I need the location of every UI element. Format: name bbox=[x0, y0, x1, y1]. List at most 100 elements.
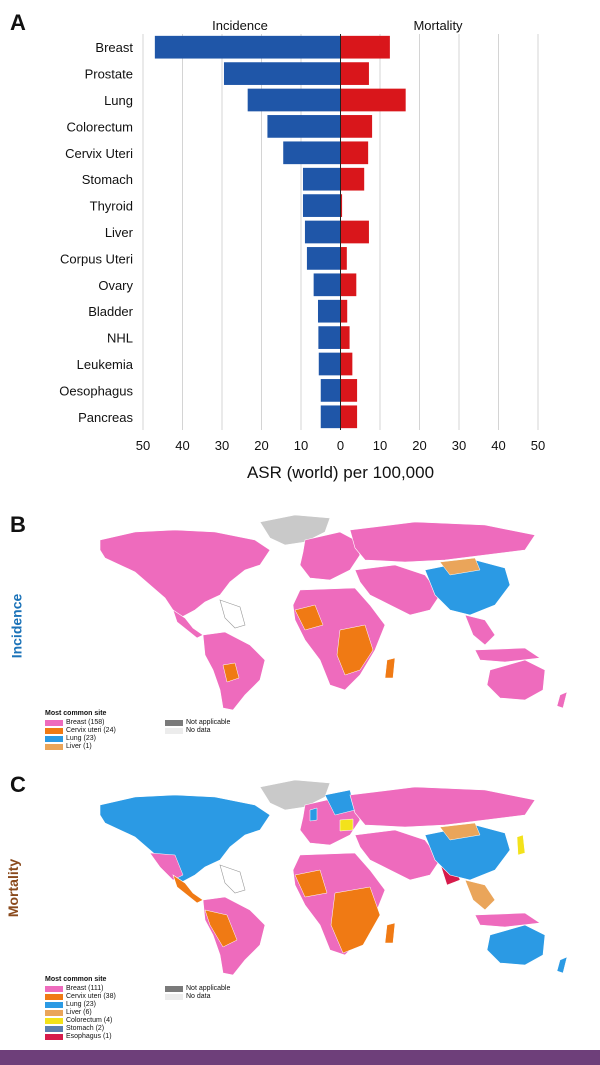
map-indonesia bbox=[474, 912, 541, 928]
legend-swatch bbox=[45, 1002, 63, 1008]
legend-item: Liver (6) bbox=[45, 1009, 165, 1017]
mortality-bar bbox=[340, 115, 373, 138]
legend-incidence-items: Breast (158) Cervix uteri (24) Lung (23)… bbox=[45, 719, 165, 751]
incidence-bar bbox=[154, 35, 341, 59]
map-indonesia bbox=[474, 647, 541, 663]
mortality-bar bbox=[340, 194, 343, 217]
mortality-world-map bbox=[99, 779, 568, 975]
legend-label: Colorectum (4) bbox=[66, 1017, 113, 1024]
legend-swatch bbox=[45, 720, 63, 726]
mortality-bar bbox=[340, 167, 365, 191]
incidence-header: Incidence bbox=[212, 18, 268, 33]
legend-item: Cervix uteri (24) bbox=[45, 727, 165, 735]
category-label: Thyroid bbox=[90, 199, 133, 214]
category-label: Liver bbox=[105, 225, 134, 240]
legend-swatch bbox=[45, 728, 63, 734]
x-tick-label: 50 bbox=[531, 438, 545, 453]
incidence-bar bbox=[313, 273, 341, 297]
map-eastern-europe bbox=[339, 818, 354, 832]
legend-item: Liver (1) bbox=[45, 743, 165, 751]
legend-label: Cervix uteri (38) bbox=[66, 993, 116, 1000]
category-label: Pancreas bbox=[78, 410, 133, 425]
x-tick-label: 50 bbox=[136, 438, 150, 453]
legend-item: Not applicable bbox=[165, 719, 230, 727]
legend-swatch bbox=[165, 728, 183, 734]
map-africa-west bbox=[294, 604, 324, 631]
x-tick-label: 20 bbox=[412, 438, 426, 453]
legend-swatch bbox=[45, 1034, 63, 1040]
map-central-america bbox=[172, 874, 204, 904]
mortality-bar bbox=[340, 352, 353, 376]
legend-swatch bbox=[45, 986, 63, 992]
panel-b-letter: B bbox=[10, 512, 26, 537]
legend-item: No data bbox=[165, 727, 230, 735]
mortality-bar bbox=[340, 326, 350, 349]
category-label: Cervix Uteri bbox=[65, 146, 133, 161]
category-label: Corpus Uteri bbox=[60, 251, 133, 266]
map-caribbean bbox=[219, 864, 246, 894]
legend-swatch bbox=[45, 1026, 63, 1032]
map-north-america bbox=[99, 529, 271, 619]
map-greenland bbox=[259, 779, 331, 811]
x-tick-label: 30 bbox=[215, 438, 229, 453]
x-tick-label: 40 bbox=[491, 438, 505, 453]
legend-swatch bbox=[165, 720, 183, 726]
map-china bbox=[424, 824, 511, 881]
incidence-bar bbox=[283, 141, 341, 165]
map-bolivia bbox=[222, 662, 240, 683]
incidence-bar bbox=[247, 88, 341, 112]
mortality-side-label: Mortality bbox=[5, 858, 22, 918]
map-new-zealand bbox=[556, 691, 568, 709]
map-north-america bbox=[99, 794, 271, 884]
legend-mortality-extra: Not applicable No data bbox=[165, 985, 230, 1041]
category-label: Leukemia bbox=[77, 357, 134, 372]
map-africa-central-south bbox=[330, 886, 381, 954]
legend-swatch bbox=[165, 994, 183, 1000]
mortality-bar bbox=[340, 141, 369, 165]
butterfly-chart: 50 40 30 20 10 0 10 20 30 40 50 Incidence Mortality B… bbox=[59, 18, 545, 482]
x-axis-label: ASR (world) per 100,000 bbox=[247, 463, 434, 482]
legend-label: Not applicable bbox=[186, 719, 231, 726]
map-se-asia bbox=[464, 614, 496, 646]
category-label: Colorectum bbox=[67, 119, 133, 134]
map-madagascar bbox=[384, 922, 396, 944]
map-russia bbox=[349, 786, 536, 828]
map-middle-east bbox=[354, 564, 441, 616]
legend-label: Breast (158) bbox=[66, 719, 105, 726]
mortality-bar bbox=[340, 62, 369, 85]
map-greenland bbox=[259, 514, 331, 546]
legend-label: Esophagus (1) bbox=[66, 1033, 112, 1040]
map-russia bbox=[349, 521, 536, 563]
incidence-bar bbox=[320, 405, 341, 429]
legend-label: Not applicable bbox=[186, 985, 231, 992]
mortality-bar bbox=[340, 379, 358, 402]
legend-swatch bbox=[45, 1018, 63, 1024]
category-label: Stomach bbox=[82, 172, 133, 187]
legend-swatch bbox=[165, 986, 183, 992]
legend-label: Breast (111) bbox=[66, 985, 104, 992]
mortality-bar bbox=[340, 299, 348, 323]
map-central-america bbox=[172, 609, 204, 639]
category-label: Ovary bbox=[98, 278, 133, 293]
legend-mortality: Most common site Breast (111) Cervix ute… bbox=[45, 976, 230, 1041]
legend-swatch bbox=[45, 736, 63, 742]
mortality-bar bbox=[340, 273, 357, 297]
category-label: Prostate bbox=[85, 67, 133, 82]
category-label: Breast bbox=[95, 40, 133, 55]
legend-label: Cervix uteri (24) bbox=[66, 727, 116, 734]
incidence-bar bbox=[302, 167, 341, 191]
legend-item: Lung (23) bbox=[45, 735, 165, 743]
incidence-bar bbox=[318, 352, 341, 376]
x-tick-label: 10 bbox=[294, 438, 308, 453]
legend-item: Esophagus (1) bbox=[45, 1033, 165, 1041]
x-tick-label: 20 bbox=[254, 438, 268, 453]
map-se-asia bbox=[464, 879, 496, 911]
incidence-bar bbox=[223, 62, 341, 85]
map-europe bbox=[299, 531, 361, 581]
map-peru-bolivia bbox=[204, 909, 238, 948]
map-china bbox=[424, 559, 511, 616]
incidence-side-label: Incidence bbox=[8, 593, 25, 659]
bottom-accent-bar bbox=[0, 1050, 600, 1065]
mortality-header: Mortality bbox=[413, 18, 463, 33]
map-australia bbox=[486, 659, 546, 701]
